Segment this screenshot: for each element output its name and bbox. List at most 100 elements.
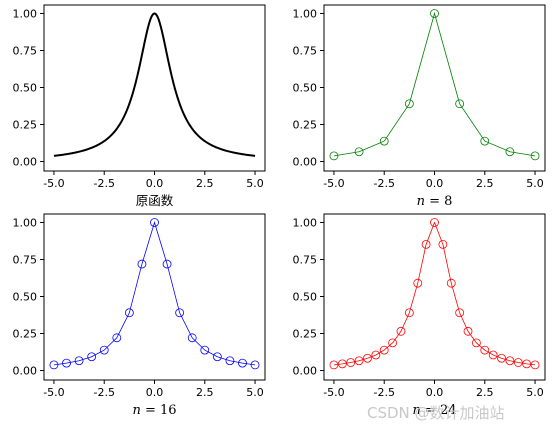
data-point-marker bbox=[346, 358, 356, 367]
data-point-marker bbox=[430, 9, 439, 18]
y-tick-label: 0.75 bbox=[293, 44, 318, 57]
x-tick-label: 2.5 bbox=[476, 177, 494, 190]
interpolation-line bbox=[333, 221, 536, 366]
x-tick-label: -2.5 bbox=[373, 177, 394, 190]
data-point-marker bbox=[396, 326, 406, 336]
data-point-marker bbox=[497, 353, 506, 363]
y-tick-label: 0.50 bbox=[13, 291, 38, 304]
data-point-marker bbox=[438, 239, 448, 249]
data-point-marker bbox=[49, 360, 59, 370]
data-point-marker bbox=[455, 308, 465, 318]
function-curve bbox=[53, 12, 256, 157]
data-point-marker bbox=[225, 356, 235, 366]
y-tick-label: 1.00 bbox=[13, 7, 38, 20]
data-point-marker bbox=[99, 345, 109, 355]
x-tick-label: 0.0 bbox=[146, 177, 164, 190]
x-tick-label: 5.0 bbox=[526, 386, 544, 399]
x-tick-label: 0.0 bbox=[426, 177, 444, 190]
interpolation-line bbox=[333, 11, 536, 157]
y-tick-label: 0.00 bbox=[293, 156, 318, 169]
y-tick-label: 0.50 bbox=[13, 82, 38, 95]
data-point-marker bbox=[212, 352, 222, 362]
y-tick-label: 0.75 bbox=[13, 44, 38, 57]
x-tick-label: 0.0 bbox=[146, 386, 164, 399]
subplot-n8: -5.0 -2.5 0.0 2.5 5.0 0.00 0.25 0.50 0.75 1.00 n =… bbox=[293, 4, 546, 209]
x-tick-label: -5.0 bbox=[43, 386, 64, 399]
data-point-marker bbox=[522, 359, 532, 369]
y-tick-label: 0.50 bbox=[293, 82, 318, 95]
data-point-marker bbox=[488, 350, 498, 360]
y-tick-label: 0.25 bbox=[13, 328, 38, 341]
data-point-marker bbox=[404, 308, 414, 318]
y-tick-label: 0.25 bbox=[293, 328, 318, 341]
subplot-original-function: -5.0 -2.5 0.0 2.5 5.0 0.00 0.25 0.50 0.75 1.00 原函数 bbox=[13, 4, 266, 208]
x-tick-label: -2.5 bbox=[93, 177, 114, 190]
data-point-marker bbox=[200, 345, 210, 355]
data-point-marker bbox=[379, 345, 389, 355]
y-tick-label: 0.00 bbox=[13, 365, 38, 378]
interpolation-line bbox=[53, 221, 256, 366]
data-point-marker bbox=[413, 278, 423, 288]
data-point-marker bbox=[354, 356, 364, 366]
data-point-marker bbox=[337, 359, 347, 369]
data-point-marker bbox=[446, 278, 456, 288]
data-point-marker bbox=[421, 239, 431, 249]
data-point-marker bbox=[250, 360, 260, 370]
x-tick-label: 0.0 bbox=[426, 386, 444, 399]
data-point-marker bbox=[62, 358, 71, 368]
x-tick-label: 2.5 bbox=[196, 177, 214, 190]
data-point-marker bbox=[455, 99, 465, 109]
y-tick-label: 1.00 bbox=[13, 216, 38, 229]
axes-frame bbox=[43, 4, 266, 172]
x-axis-label: 原函数 bbox=[136, 193, 174, 208]
y-tick-label: 0.25 bbox=[293, 119, 318, 132]
data-point-marker bbox=[124, 308, 134, 318]
data-point-marker bbox=[530, 151, 540, 161]
data-point-marker bbox=[371, 350, 381, 360]
data-point-marker bbox=[187, 333, 197, 343]
x-tick-label: 2.5 bbox=[476, 386, 494, 399]
y-tick-label: 0.00 bbox=[293, 365, 318, 378]
axes-frame bbox=[43, 213, 266, 381]
data-point-marker bbox=[175, 308, 185, 318]
data-point-marker bbox=[162, 259, 172, 269]
data-point-marker bbox=[388, 338, 398, 348]
data-point-marker bbox=[505, 356, 515, 366]
data-point-marker bbox=[112, 333, 122, 343]
data-point-marker bbox=[430, 218, 439, 227]
data-point-marker bbox=[137, 259, 147, 269]
x-tick-label: -2.5 bbox=[93, 386, 114, 399]
y-tick-label: 1.00 bbox=[293, 7, 318, 20]
data-point-marker bbox=[480, 136, 490, 146]
data-point-marker bbox=[471, 338, 481, 348]
subplot-n16: -5.0 -2.5 0.0 2.5 5.0 0.00 0.25 0.50 0.75 1.00 n =… bbox=[13, 213, 266, 418]
data-point-marker bbox=[329, 360, 339, 370]
data-point-marker bbox=[379, 136, 389, 146]
x-axis-label: n = 8 bbox=[417, 194, 453, 209]
axes-frame bbox=[323, 213, 546, 381]
y-tick-label: 0.75 bbox=[293, 253, 318, 266]
y-tick-label: 0.00 bbox=[13, 156, 38, 169]
x-tick-label: 5.0 bbox=[246, 177, 264, 190]
data-point-marker bbox=[329, 151, 339, 161]
x-tick-label: -2.5 bbox=[373, 386, 394, 399]
subplot-n24: -5.0 -2.5 0.0 2.5 5.0 0.00 0.25 0.50 0.75 1.00 n =… bbox=[293, 213, 546, 418]
y-tick-label: 0.25 bbox=[13, 119, 38, 132]
data-point-marker bbox=[150, 218, 159, 227]
x-axis-label: n = 16 bbox=[132, 403, 176, 418]
y-tick-label: 0.75 bbox=[13, 253, 38, 266]
x-tick-label: 5.0 bbox=[246, 386, 264, 399]
x-axis-label: n = 24 bbox=[412, 403, 456, 418]
x-tick-label: 2.5 bbox=[196, 386, 214, 399]
data-point-marker bbox=[363, 353, 372, 363]
x-tick-label: -5.0 bbox=[323, 386, 344, 399]
data-point-marker bbox=[354, 147, 364, 157]
data-point-marker bbox=[463, 326, 473, 336]
data-point-marker bbox=[530, 360, 540, 370]
y-tick-label: 1.00 bbox=[293, 216, 318, 229]
data-point-marker bbox=[74, 356, 84, 366]
data-point-marker bbox=[480, 345, 490, 355]
data-point-marker bbox=[238, 358, 247, 368]
data-point-marker bbox=[87, 352, 97, 362]
